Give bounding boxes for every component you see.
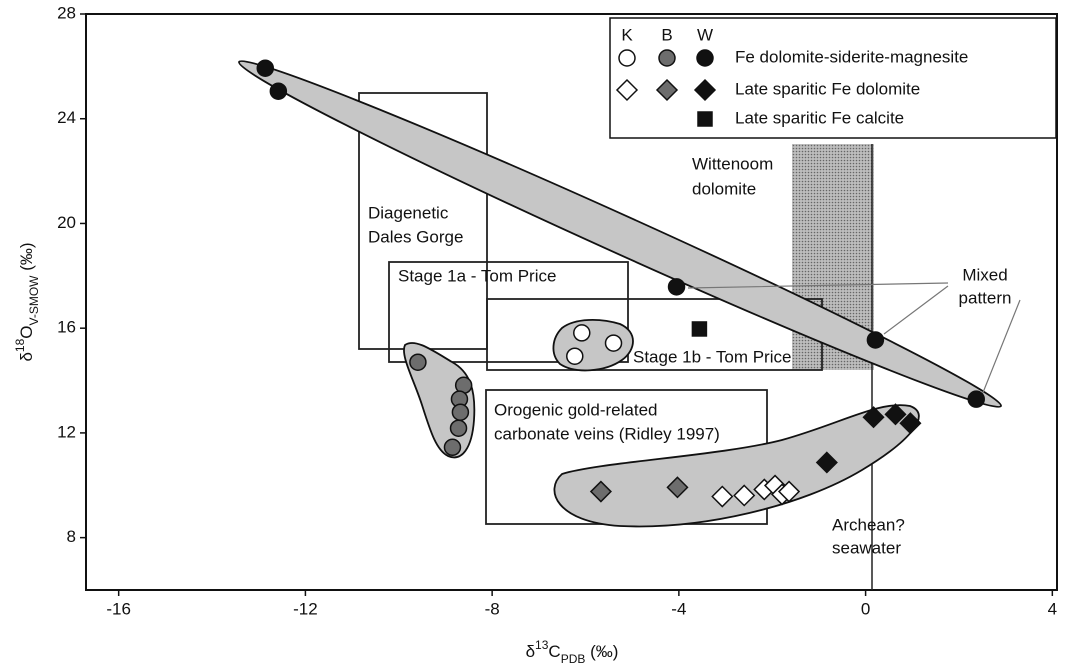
annotation: Dales Gorge — [368, 227, 463, 246]
data-point — [409, 353, 427, 371]
y-tick-label: 24 — [57, 108, 76, 127]
y-tick-label: 8 — [67, 527, 76, 546]
x-tick-label: 4 — [1048, 599, 1057, 618]
y-tick-label: 28 — [57, 3, 76, 22]
stage-1a-box — [388, 261, 629, 363]
annotation: Wittenoom — [692, 154, 773, 173]
annotation: Orogenic gold-related — [494, 400, 657, 419]
legend-marker — [615, 78, 639, 102]
data-point — [777, 480, 801, 503]
data-point — [711, 485, 734, 508]
w-field — [238, 60, 1002, 408]
data-point — [667, 278, 686, 296]
data-point — [733, 484, 756, 507]
annotation: Archean? — [832, 515, 905, 534]
data-point — [899, 412, 922, 435]
leader-lines — [687, 282, 1021, 396]
annotation: seawater — [832, 538, 901, 557]
legend-label: Fe dolomite-siderite-magnesite — [735, 47, 968, 66]
x-tick-label: -12 — [293, 599, 318, 618]
legend-box — [609, 17, 1057, 139]
legend-marker — [658, 49, 676, 67]
legend-label: Late sparitic Fe dolomite — [735, 79, 920, 98]
fields — [238, 60, 1021, 590]
x-tick-label: -16 — [106, 599, 131, 618]
data-point — [449, 419, 468, 437]
annotation: Stage 1a - Tom Price — [398, 266, 556, 285]
y-axis-title: δ18OV-SMOW (‰) — [13, 242, 41, 361]
data-point — [573, 324, 591, 342]
legend-marker — [696, 49, 714, 67]
data-point — [884, 403, 907, 426]
annotation: Mixed — [962, 265, 1007, 284]
data-point — [451, 403, 470, 421]
data-point — [256, 59, 275, 77]
legend-column: B — [661, 25, 672, 44]
legend-marker — [618, 49, 636, 67]
data-point — [443, 438, 462, 457]
data-point — [967, 390, 985, 408]
data-point — [604, 334, 623, 352]
x-tick-label: -8 — [485, 599, 500, 618]
legend-marker — [693, 78, 717, 102]
data-point — [589, 480, 612, 503]
y-tick-label: 16 — [57, 318, 76, 337]
annotation: Stage 1b - Tom Price — [633, 347, 791, 366]
data-point — [666, 476, 689, 499]
data-point — [269, 82, 288, 100]
annotation: carbonate veins (Ridley 1997) — [494, 424, 720, 443]
legend-column: W — [697, 25, 713, 44]
data-point — [566, 347, 584, 365]
y-tick-label: 20 — [57, 213, 76, 232]
legend-label: Late sparitic Fe calcite — [735, 108, 904, 127]
x-tick-label: -4 — [671, 599, 686, 618]
data-point — [866, 331, 885, 349]
data-point — [691, 321, 708, 337]
legend-marker — [697, 111, 713, 127]
legend-column: K — [621, 25, 633, 44]
y-tick-label: 12 — [57, 422, 76, 441]
annotation: dolomite — [692, 179, 756, 198]
x-axis-title: δ13CPDB (‰) — [526, 638, 619, 666]
annotation-texts: Diagenetic Dales Gorge Stage 1a - Tom Pr… — [368, 154, 1011, 557]
legend-marker — [655, 78, 679, 102]
annotation: Diagenetic — [368, 203, 449, 222]
data-point — [862, 406, 885, 429]
data-point — [815, 451, 838, 474]
x-tick-label: 0 — [861, 599, 870, 618]
annotation: pattern — [959, 288, 1012, 307]
